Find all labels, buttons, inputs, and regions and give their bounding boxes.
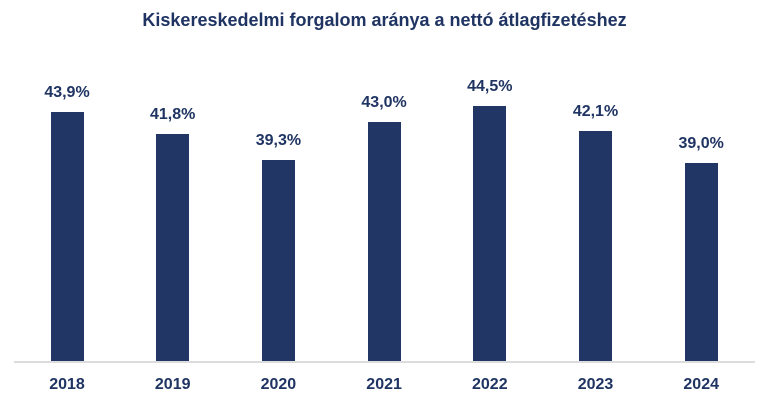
bar-2019 — [156, 134, 190, 361]
data-label-2024: 39,0% — [678, 135, 724, 153]
data-label-2021: 43,0% — [361, 93, 407, 111]
x-tick-2023: 2023 — [577, 376, 614, 393]
x-tick-2024: 2024 — [683, 376, 719, 393]
bar-2023 — [579, 131, 612, 361]
data-label-2022: 44,5% — [467, 78, 513, 96]
x-tick-2021: 2021 — [366, 376, 402, 393]
data-label-2019: 41,8% — [150, 106, 196, 124]
x-axis-line — [14, 361, 755, 363]
x-tick-2022: 2022 — [472, 376, 508, 393]
chart-title: Kiskereskedelmi forgalom aránya a nettó … — [142, 10, 627, 30]
bar-2024 — [684, 163, 718, 361]
data-label-2018: 43,9% — [44, 84, 90, 102]
data-label-2020: 39,3% — [255, 132, 302, 150]
x-tick-2019: 2019 — [154, 376, 191, 393]
bar-2020 — [261, 160, 295, 361]
x-tick-2018: 2018 — [49, 376, 85, 393]
x-tick-2020: 2020 — [260, 376, 297, 393]
data-label-2023: 42,1% — [572, 103, 619, 121]
bar-2018 — [50, 112, 84, 361]
bar-2022 — [473, 106, 507, 361]
bar-2021 — [367, 121, 401, 361]
